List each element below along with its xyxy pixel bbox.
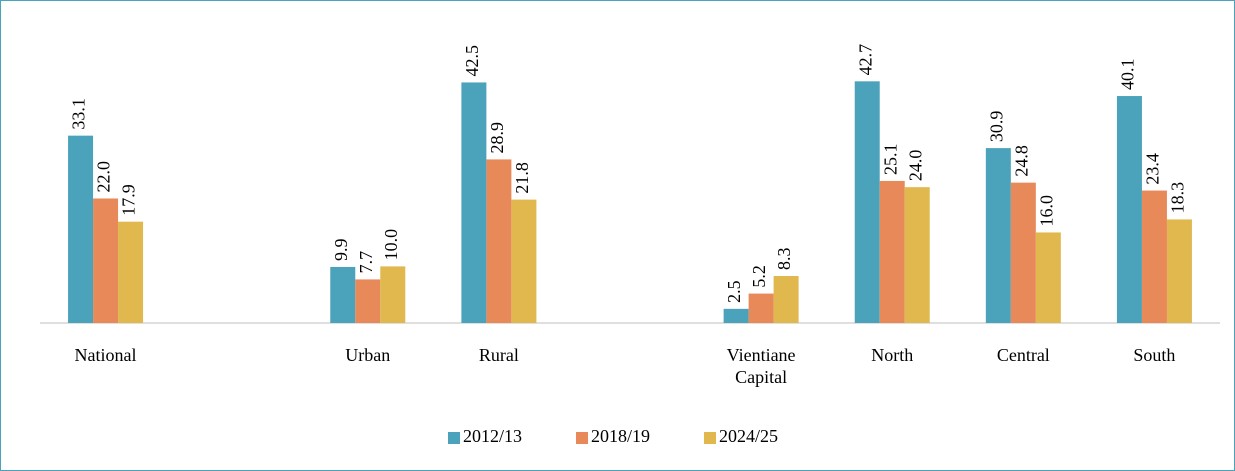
data-label: 16.0 [1036, 195, 1056, 227]
data-label: 2.5 [724, 280, 744, 303]
legend-label: 2018/19 [591, 426, 650, 446]
data-label: 25.1 [880, 143, 900, 175]
data-label: 40.1 [1118, 59, 1138, 91]
bar [68, 135, 94, 323]
legend-swatch [704, 432, 716, 444]
data-label: 23.4 [1143, 153, 1163, 185]
x-tick-label: North [871, 345, 914, 365]
bar [723, 308, 749, 323]
legend-swatch [576, 432, 588, 444]
data-label: 21.8 [512, 162, 532, 194]
bar [461, 82, 487, 323]
bar [486, 159, 512, 323]
bar [118, 221, 144, 323]
x-tick-label: Vientiane Capital [726, 345, 796, 387]
x-tick-label: National [74, 345, 137, 365]
data-label: 42.5 [462, 45, 482, 77]
bar [904, 187, 930, 323]
x-tick-label: Urban [345, 345, 391, 365]
bar [1116, 96, 1142, 323]
x-tick-label: South [1133, 345, 1176, 365]
data-label: 24.8 [1011, 145, 1031, 176]
bar [748, 293, 774, 323]
bar [511, 199, 537, 323]
data-label: 30.9 [986, 111, 1006, 142]
data-label: 7.7 [356, 251, 376, 274]
bar [854, 81, 880, 324]
data-label: 8.3 [774, 248, 794, 271]
data-label: 22.0 [94, 161, 114, 193]
data-label: 10.0 [381, 229, 401, 261]
bar [1010, 182, 1036, 323]
legend-label: 2012/13 [463, 426, 522, 446]
data-label: 18.3 [1168, 182, 1188, 214]
x-tick-label: Rural [478, 345, 519, 365]
bar [93, 198, 119, 323]
bar [1035, 232, 1061, 323]
legend-swatch [448, 432, 460, 444]
bar [1141, 190, 1167, 323]
bar [879, 180, 905, 323]
bar [330, 266, 356, 323]
bar [773, 276, 799, 323]
legend-label: 2024/25 [719, 426, 778, 446]
data-label: 33.1 [69, 98, 89, 130]
bar [355, 279, 381, 323]
bar [1166, 219, 1192, 323]
data-label: 9.9 [331, 238, 351, 261]
data-label: 17.9 [119, 184, 139, 216]
x-tick-label: Central [996, 345, 1050, 365]
data-label: 5.2 [749, 265, 769, 288]
bar [985, 148, 1011, 323]
data-label: 42.7 [855, 44, 875, 76]
data-label: 28.9 [487, 122, 507, 154]
bar [380, 266, 406, 323]
data-label: 24.0 [905, 150, 925, 182]
